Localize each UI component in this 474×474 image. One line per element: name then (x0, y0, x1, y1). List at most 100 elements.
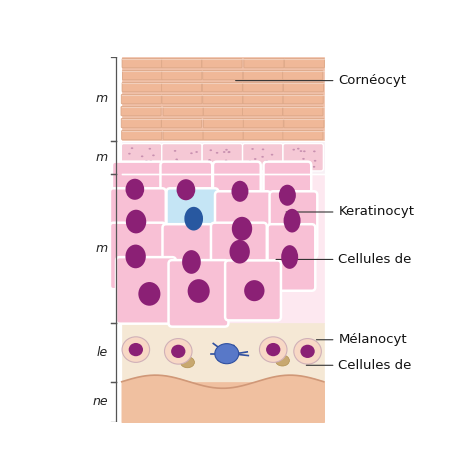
FancyBboxPatch shape (163, 107, 203, 116)
Ellipse shape (261, 156, 264, 158)
Ellipse shape (153, 161, 155, 163)
Ellipse shape (210, 149, 212, 151)
Ellipse shape (176, 161, 179, 163)
Ellipse shape (283, 209, 301, 233)
Ellipse shape (181, 357, 194, 368)
FancyBboxPatch shape (213, 162, 261, 222)
Ellipse shape (128, 153, 131, 155)
Text: Cellules de: Cellules de (306, 359, 412, 372)
Ellipse shape (208, 159, 211, 161)
Ellipse shape (301, 345, 315, 358)
FancyBboxPatch shape (283, 94, 323, 104)
Ellipse shape (122, 337, 150, 362)
Text: Cellules de: Cellules de (276, 253, 412, 266)
FancyBboxPatch shape (284, 58, 324, 68)
Ellipse shape (182, 163, 184, 165)
Ellipse shape (138, 164, 141, 165)
Ellipse shape (131, 147, 133, 149)
Ellipse shape (244, 280, 264, 301)
FancyBboxPatch shape (243, 94, 283, 104)
Ellipse shape (216, 152, 219, 154)
Ellipse shape (266, 343, 281, 356)
Ellipse shape (190, 152, 193, 154)
FancyBboxPatch shape (161, 162, 212, 222)
Ellipse shape (174, 150, 176, 152)
Text: m: m (96, 242, 108, 255)
FancyBboxPatch shape (169, 260, 228, 327)
FancyBboxPatch shape (122, 58, 162, 68)
Ellipse shape (303, 150, 306, 152)
FancyBboxPatch shape (203, 130, 243, 140)
Ellipse shape (172, 166, 174, 168)
FancyBboxPatch shape (243, 71, 283, 80)
FancyBboxPatch shape (270, 191, 317, 258)
FancyBboxPatch shape (121, 107, 161, 116)
Ellipse shape (164, 338, 192, 364)
FancyBboxPatch shape (162, 118, 201, 128)
Bar (122, 141, 324, 173)
Text: Cornéocyt: Cornéocyt (236, 74, 406, 87)
Ellipse shape (290, 162, 293, 164)
Ellipse shape (138, 282, 160, 306)
Ellipse shape (148, 148, 151, 150)
FancyBboxPatch shape (121, 144, 162, 171)
FancyBboxPatch shape (283, 107, 323, 116)
Ellipse shape (184, 207, 203, 230)
Ellipse shape (195, 151, 198, 153)
Ellipse shape (231, 181, 248, 202)
FancyBboxPatch shape (203, 94, 243, 104)
Ellipse shape (223, 151, 226, 153)
FancyBboxPatch shape (110, 223, 166, 289)
Ellipse shape (228, 151, 230, 153)
Ellipse shape (172, 165, 174, 167)
FancyBboxPatch shape (202, 82, 242, 92)
Text: ne: ne (92, 395, 108, 408)
Ellipse shape (293, 164, 296, 165)
FancyBboxPatch shape (203, 107, 243, 116)
Ellipse shape (232, 217, 252, 240)
FancyBboxPatch shape (163, 130, 203, 140)
FancyBboxPatch shape (243, 118, 283, 128)
FancyBboxPatch shape (215, 191, 271, 258)
Bar (122, 57, 324, 141)
FancyBboxPatch shape (203, 71, 243, 80)
FancyBboxPatch shape (283, 144, 323, 171)
Ellipse shape (279, 185, 296, 206)
Ellipse shape (140, 165, 143, 167)
Ellipse shape (228, 151, 230, 153)
FancyBboxPatch shape (243, 107, 283, 116)
FancyBboxPatch shape (225, 260, 281, 320)
Bar (122, 323, 324, 382)
FancyBboxPatch shape (122, 71, 163, 80)
Ellipse shape (149, 160, 152, 162)
Ellipse shape (126, 245, 146, 268)
FancyBboxPatch shape (122, 82, 162, 92)
FancyBboxPatch shape (283, 130, 323, 140)
FancyBboxPatch shape (264, 162, 311, 222)
Ellipse shape (193, 164, 196, 166)
Ellipse shape (208, 160, 210, 162)
FancyBboxPatch shape (283, 71, 323, 80)
Ellipse shape (313, 166, 315, 168)
Ellipse shape (292, 149, 295, 151)
Ellipse shape (251, 148, 254, 150)
FancyBboxPatch shape (243, 144, 283, 171)
Ellipse shape (269, 162, 272, 164)
Text: Keratinocyt: Keratinocyt (286, 206, 414, 219)
Ellipse shape (281, 245, 298, 269)
Ellipse shape (254, 158, 256, 160)
Ellipse shape (249, 160, 251, 162)
Ellipse shape (225, 160, 228, 162)
FancyBboxPatch shape (244, 58, 284, 68)
Text: le: le (97, 346, 108, 359)
FancyBboxPatch shape (163, 224, 214, 291)
Ellipse shape (141, 155, 144, 157)
Ellipse shape (229, 240, 250, 264)
Ellipse shape (259, 165, 262, 167)
Ellipse shape (177, 179, 195, 201)
FancyBboxPatch shape (243, 82, 283, 92)
Ellipse shape (275, 355, 290, 366)
Text: Mélanocyt: Mélanocyt (317, 333, 407, 346)
FancyBboxPatch shape (284, 118, 324, 128)
Bar (122, 382, 324, 422)
